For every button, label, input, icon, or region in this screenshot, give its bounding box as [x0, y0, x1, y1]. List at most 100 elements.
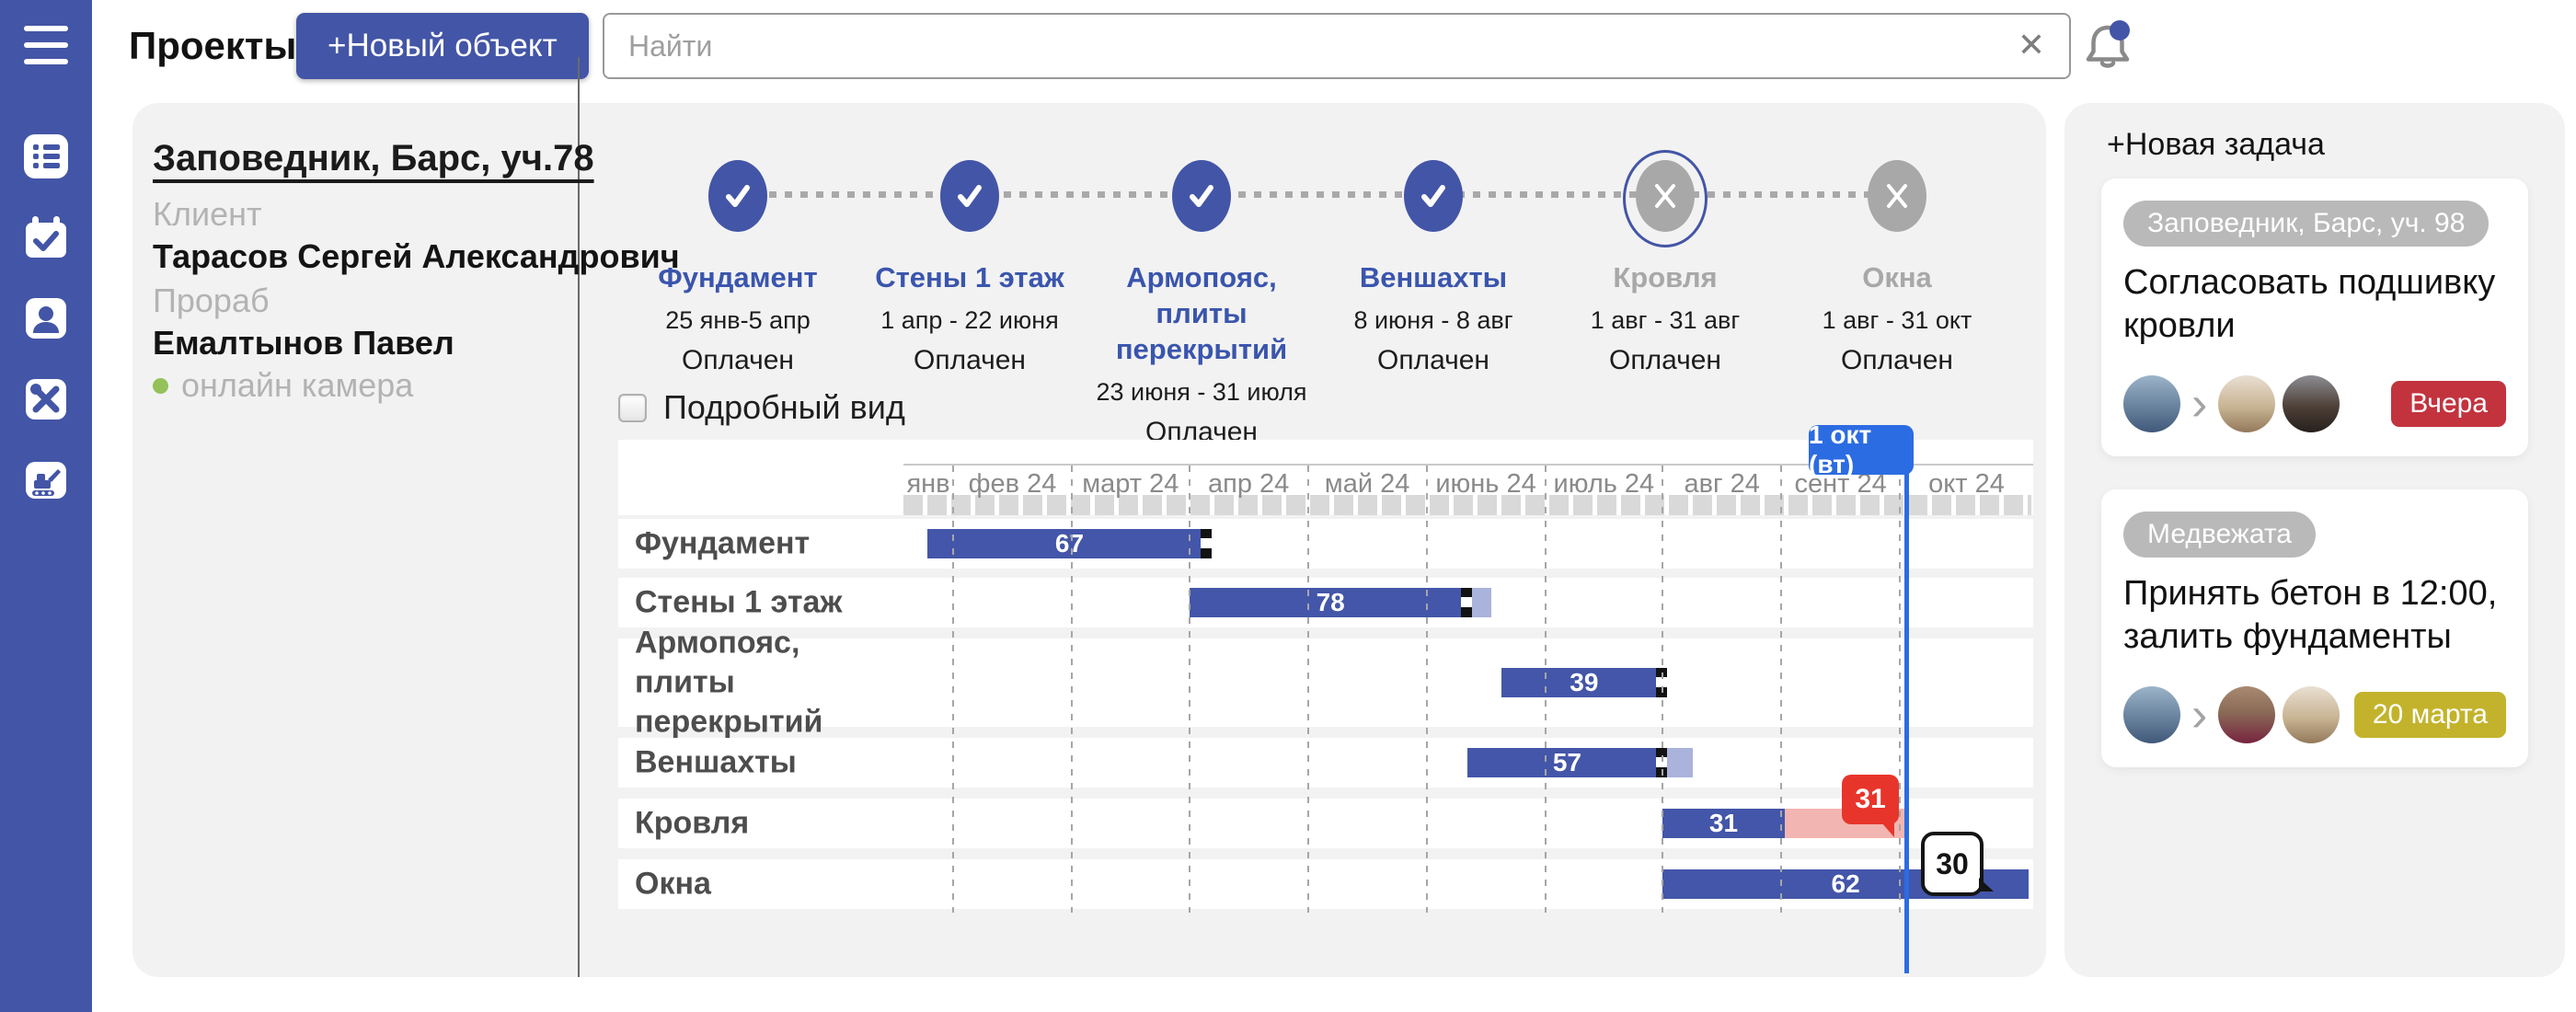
notification-bell-icon[interactable]	[2077, 17, 2138, 77]
stage-pending-x-icon[interactable]	[1868, 160, 1926, 232]
client-name: Тарасов Сергей Александрович	[153, 237, 680, 275]
gantt-bar-value: 67	[1054, 529, 1085, 558]
detail-view-checkbox[interactable]	[618, 393, 647, 422]
gantt-bar[interactable]: 57	[1466, 748, 1668, 777]
detail-view-toggle: Подробный вид	[618, 388, 905, 427]
sidebar-item-contacts[interactable]	[20, 293, 72, 344]
avatar	[2283, 375, 2340, 432]
gantt-bar[interactable]: 31	[1662, 809, 1785, 838]
gantt-gridline	[1544, 466, 1547, 913]
gantt-gridline	[952, 466, 955, 913]
project-name-link[interactable]: Заповедник, Барс, уч.78	[153, 138, 594, 178]
gantt-row-label: Стены 1 этаж	[635, 584, 843, 620]
gantt-row-label: Окна	[635, 866, 711, 902]
sidebar-item-tools[interactable]	[20, 374, 72, 425]
calendar-check-icon	[26, 216, 66, 258]
stepper-connector	[738, 191, 1899, 198]
task-card[interactable]: Заповедник, Барс, уч. 98 Согласовать подш…	[2101, 178, 2528, 456]
sidebar-nav	[0, 131, 92, 506]
task-card-list: Заповедник, Барс, уч. 98 Согласовать подш…	[2101, 178, 2528, 767]
due-date-badge: Вчера	[2391, 381, 2506, 427]
stage-dates: 25 янв-5 апр	[665, 306, 811, 334]
today-line	[1904, 469, 1909, 973]
gantt-bar-value: 57	[1552, 748, 1582, 776]
stage-step-5[interactable]: Кровля 1 авг - 31 авг Оплачен	[1549, 150, 1781, 448]
avatar	[2218, 375, 2276, 432]
task-project-pill: Заповедник, Барс, уч. 98	[2123, 201, 2490, 247]
stage-step-6[interactable]: Окна 1 авг - 31 окт Оплачен	[1781, 160, 2013, 448]
online-status-dot	[153, 377, 168, 394]
gantt-week-strip	[903, 495, 2031, 515]
stage-dates: 1 апр - 22 июня	[880, 306, 1059, 334]
gantt-row: Окна 62	[618, 859, 2033, 909]
stage-status: Оплачен	[1609, 345, 1721, 375]
gantt-row-label: Кровля	[635, 805, 750, 841]
gantt-row-label: Фундамент	[635, 525, 811, 561]
stage-step-3[interactable]: Армопояс, плиты перекрытий 23 июня - 31 и…	[1086, 160, 1317, 448]
stage-step-1[interactable]: Фундамент 25 янв-5 апр Оплачен	[622, 160, 854, 448]
task-title: Согласовать подшивку кровли	[2123, 263, 2496, 345]
stage-done-check-icon[interactable]	[708, 160, 767, 232]
search-input[interactable]	[627, 17, 1983, 75]
sidebar-item-equipment[interactable]	[20, 454, 72, 506]
contact-icon	[26, 298, 66, 339]
gantt-month-label: окт 24	[1928, 469, 2005, 499]
gantt-bar-endcap	[1656, 668, 1668, 697]
stage-done-check-icon[interactable]	[1404, 160, 1463, 232]
today-tooltip: 1 окт (вт)	[1809, 420, 1914, 478]
online-camera-link[interactable]: онлайн камера	[153, 366, 413, 405]
gantt-bar-value: 62	[1831, 869, 1860, 898]
gantt-bar[interactable]: 67	[926, 529, 1213, 558]
gantt-gridline	[1662, 466, 1664, 913]
gantt-bar[interactable]: 39	[1501, 668, 1668, 697]
menu-icon[interactable]	[24, 26, 68, 64]
gantt-bar-value: 78	[1316, 588, 1345, 616]
stage-status: Оплачен	[914, 345, 1026, 375]
avatar	[2123, 375, 2180, 432]
gantt-row-label: Армопояс, плиты перекрытий	[635, 625, 823, 740]
stage-step-2[interactable]: Стены 1 этаж 1 апр - 22 июня Оплачен	[854, 160, 1086, 448]
sidebar-item-projects[interactable]	[20, 131, 72, 182]
stage-name: Веншахты	[1359, 261, 1508, 293]
avatar	[2123, 686, 2180, 743]
stage-dates: 23 июня - 31 июля	[1096, 378, 1307, 406]
gantt-row: Кровля 31	[618, 799, 2033, 848]
chevron-right-icon: ›	[2191, 377, 2208, 431]
clear-search-icon[interactable]: ✕	[2017, 26, 2045, 63]
stage-step-4[interactable]: Веншахты 8 июня - 8 авг Оплачен	[1317, 160, 1549, 448]
gantt-row-label: Веншахты	[635, 744, 797, 780]
gantt-bar-value: 31	[1708, 809, 1739, 837]
sidebar-item-calendar[interactable]	[20, 212, 72, 263]
task-card[interactable]: Медвежата Принять бетон в 12:00, залить ф…	[2101, 489, 2528, 767]
gantt-row: Фундамент 67	[618, 519, 2033, 569]
gantt-month-label: фев 24	[968, 469, 1057, 499]
gantt-month-label: март 24	[1082, 469, 1179, 499]
gantt-gridline	[1425, 466, 1428, 913]
gantt-row: Стены 1 этаж 78	[618, 578, 2033, 627]
gantt-bar-endcap	[1460, 588, 1472, 617]
avatar	[2218, 686, 2276, 743]
new-object-button[interactable]: +Новый объект	[296, 13, 589, 79]
task-footer: › Вчера	[2123, 375, 2506, 432]
task-title: Принять бетон в 12:00, залить фундаменты	[2123, 574, 2498, 656]
gantt-month-label: июль 24	[1553, 469, 1655, 499]
list-icon	[24, 134, 68, 178]
gantt-month-label: май 24	[1324, 469, 1410, 499]
stage-dates: 8 июня - 8 авг	[1353, 306, 1513, 334]
overdue-flag-badge: 31	[1842, 775, 1899, 837]
stage-pending-x-icon[interactable]	[1636, 160, 1695, 232]
gantt-bar[interactable]: 78	[1189, 588, 1472, 617]
stage-done-check-icon[interactable]	[940, 160, 999, 232]
stage-name: Армопояс, плиты перекрытий	[1115, 261, 1288, 365]
gantt-bar-extension	[1667, 748, 1694, 777]
gantt-row: Армопояс, плиты перекрытий 39	[618, 626, 2033, 740]
stage-status: Оплачен	[1377, 345, 1489, 375]
gantt-gridline	[1780, 466, 1783, 913]
new-task-button[interactable]: +Новая задача	[2107, 127, 2325, 162]
online-camera-label: онлайн камера	[181, 366, 414, 404]
stage-dates: 1 авг - 31 окт	[1822, 306, 1972, 334]
gantt-gridline	[1899, 466, 1902, 913]
stage-done-check-icon[interactable]	[1172, 160, 1231, 232]
days-bubble-badge: 30	[1921, 832, 1994, 896]
stage-name: Кровля	[1613, 261, 1718, 293]
